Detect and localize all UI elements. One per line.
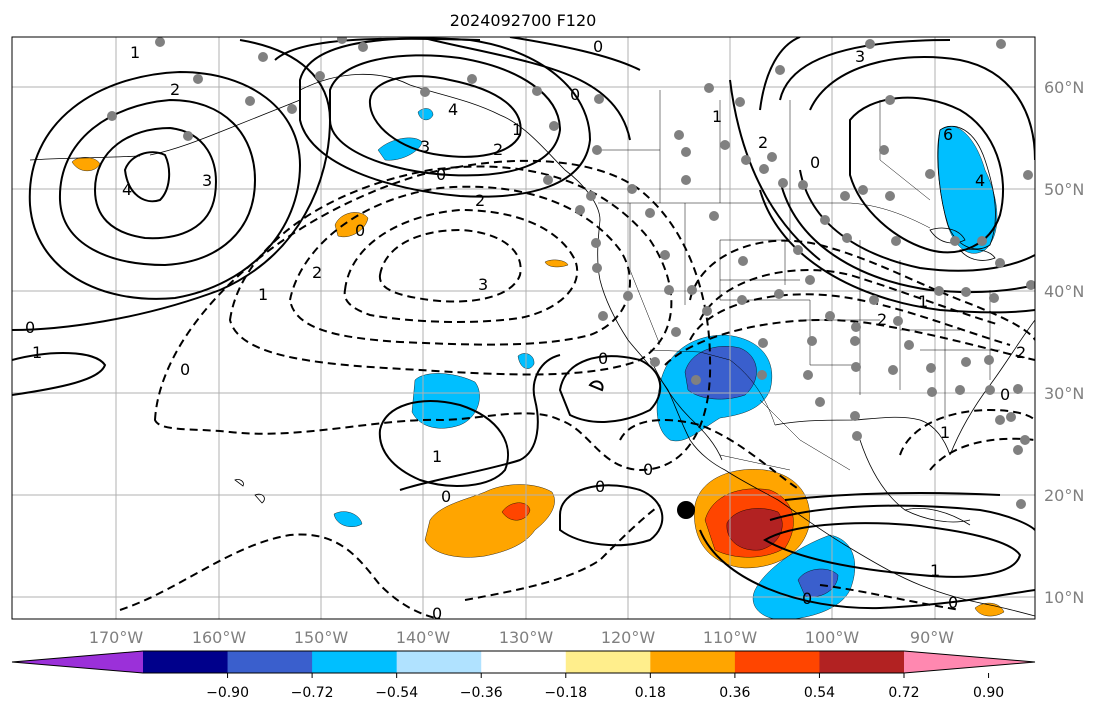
lon-tick-label: 170°W: [89, 628, 144, 647]
contour-label: 1: [432, 447, 442, 466]
contour-label: 2: [493, 140, 503, 159]
contour-label: 0: [25, 318, 35, 337]
colorbar-outline: [11, 650, 1036, 674]
contour-label: 1: [32, 343, 42, 362]
anomaly-shading: [71, 108, 1005, 619]
colorbar-segment: [227, 651, 313, 673]
contour-label: 0: [1000, 385, 1010, 404]
contour-label: 0: [595, 477, 605, 496]
lon-tick-label: 90°W: [910, 628, 954, 647]
lon-tick-label: 100°W: [805, 628, 860, 647]
station-dots: [107, 37, 1035, 509]
contour-label: 1: [918, 292, 928, 311]
coastlines: [29, 73, 1035, 617]
contour-label: 4: [448, 100, 458, 119]
contour-label: 0: [643, 460, 653, 479]
shade-pacific-orange-small: [334, 212, 369, 238]
contour-label: 3: [478, 275, 488, 294]
contour-label-group: 1 2 4 3 0 1 3 4 2 1 0 0 0 0 2 2 1 3 0 1 …: [25, 37, 1026, 623]
contour-label: 1: [512, 120, 522, 139]
contour-label: 1: [930, 561, 940, 580]
lon-tick-label: 150°W: [294, 628, 349, 647]
contour-label: 3: [855, 47, 865, 66]
contour-label: 0: [432, 604, 442, 623]
lon-tick-label: 160°W: [192, 628, 247, 647]
lon-tick-label: 110°W: [703, 628, 758, 647]
colorbar-segment: [143, 651, 229, 673]
lon-tick-label: 140°W: [396, 628, 451, 647]
contour-label: 0: [802, 589, 812, 608]
colorbar-tick-label: −0.72: [291, 685, 334, 701]
colorbar-tick-label: 0.72: [888, 685, 919, 701]
lon-tick-label: 120°W: [601, 628, 656, 647]
lon-tick-label: 130°W: [499, 628, 554, 647]
shade-alaska-blue: [377, 137, 423, 161]
colorbar-segment: [734, 651, 820, 673]
map-title: 2024092700 F120: [450, 11, 597, 30]
colorbar-tick-label: 0.36: [719, 685, 750, 701]
contour-label: 6: [943, 125, 953, 144]
shade-pacific-red: [501, 502, 531, 521]
lat-tick-label: 30°N: [1044, 384, 1084, 403]
lat-tick-label: 10°N: [1044, 588, 1084, 607]
contour-label: 0: [180, 360, 190, 379]
contour-label: 0: [810, 153, 820, 172]
contour-label: 3: [202, 171, 212, 190]
contour-label: 2: [312, 263, 322, 282]
colorbar-segment: [312, 651, 398, 673]
colorbar-tick-label: −0.36: [460, 685, 503, 701]
colorbar-segment: [565, 651, 651, 673]
contour-label: 2: [170, 80, 180, 99]
colorbar-segment: [650, 651, 736, 673]
contour-label: 1: [940, 423, 950, 442]
contour-label: 2: [1016, 343, 1026, 362]
contour-label: 0: [948, 593, 958, 612]
colorbar-under-extension: [12, 651, 143, 673]
contour-label: 2: [475, 191, 485, 210]
colorbar-segment: [481, 651, 567, 673]
shade-pacific-orange-tiny: [544, 259, 569, 268]
shade-pacific-blue: [411, 373, 480, 429]
map-frame: [11, 36, 1036, 620]
contour-label: 0: [570, 85, 580, 104]
lat-tick-label: 40°N: [1044, 282, 1084, 301]
political-borders: [598, 90, 1000, 471]
colorbar-tick-label: −0.18: [544, 685, 587, 701]
shade-sw-darkblue: [684, 346, 757, 400]
contour-label: 0: [441, 487, 451, 506]
contour-label: 0: [598, 349, 608, 368]
colorbar-segment: [819, 651, 905, 673]
shade-alaska-blue2: [417, 108, 434, 121]
colorbar-tick-label: 0.54: [804, 685, 835, 701]
longitude-axis: 170°W 160°W 150°W 140°W 130°W 120°W 110°…: [89, 628, 954, 647]
latitude-axis: 60°N 50°N 40°N 30°N 20°N 10°N: [1044, 78, 1084, 607]
lat-tick-label: 60°N: [1044, 78, 1084, 97]
colorbar-over-extension: [904, 651, 1035, 673]
contour-label: 2: [758, 133, 768, 152]
contour-label: 0: [436, 165, 446, 184]
shade-hawaii-blue: [333, 511, 363, 527]
storm-center-marker: [677, 501, 695, 519]
lat-tick-label: 20°N: [1044, 486, 1084, 505]
contour-label: 3: [420, 137, 430, 156]
colorbar-tick-label: 0.90: [973, 685, 1004, 701]
lat-tick-label: 50°N: [1044, 180, 1084, 199]
positive-contours: [12, 37, 1035, 610]
contour-label: 2: [877, 310, 887, 329]
colorbar: −0.90 −0.72 −0.54 −0.36 −0.18 0.18 0.36 0.54 0.7…: [11, 650, 1036, 701]
contour-label: 0: [593, 37, 603, 56]
colorbar-tick-label: 0.18: [635, 685, 666, 701]
contour-label: 0: [355, 221, 365, 240]
contour-label: 1: [712, 107, 722, 126]
colorbar-segment: [396, 651, 482, 673]
contour-label: 4: [975, 171, 985, 190]
contour-label: 4: [122, 180, 132, 199]
contour-label: 1: [130, 43, 140, 62]
colorbar-tick-label: −0.90: [206, 685, 249, 701]
contour-label: 1: [258, 285, 268, 304]
colorbar-tick-label: −0.54: [375, 685, 418, 701]
